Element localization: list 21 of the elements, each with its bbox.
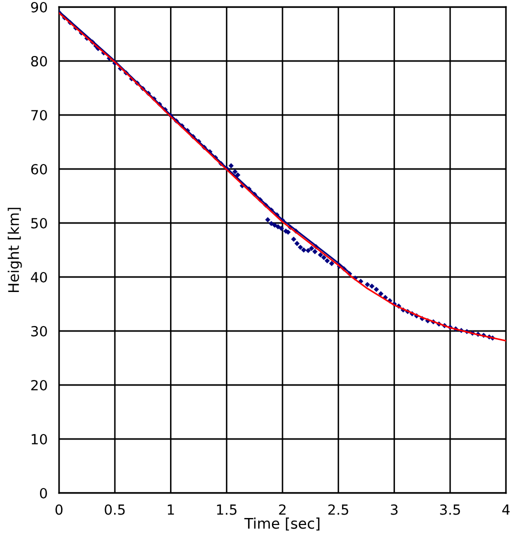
y-tick-label: 60 bbox=[31, 164, 47, 174]
x-tick-label: 2.5 bbox=[328, 504, 348, 515]
x-tick-label: 0.5 bbox=[104, 504, 125, 515]
y-tick-label: 90 bbox=[31, 2, 47, 12]
y-tick-label: 80 bbox=[31, 56, 47, 66]
x-tick-label: 0 bbox=[55, 504, 62, 515]
x-tick-label: 1 bbox=[168, 504, 174, 515]
y-axis-title: Height [km] bbox=[8, 208, 22, 292]
x-tick-label: 2 bbox=[279, 504, 286, 515]
x-tick-label: 3.5 bbox=[440, 504, 460, 515]
x-tick-label: 3 bbox=[390, 504, 398, 515]
y-tick-label: 10 bbox=[32, 434, 47, 444]
x-axis-title: Time [sec] bbox=[244, 518, 320, 531]
x-tick-label: 1.5 bbox=[217, 504, 236, 515]
y-tick-label: 70 bbox=[31, 110, 47, 120]
x-tick-label: 4 bbox=[502, 504, 510, 515]
y-tick-label: 30 bbox=[31, 326, 47, 336]
y-tick-label: 50 bbox=[31, 218, 47, 228]
y-tick-label: 20 bbox=[31, 380, 47, 390]
y-tick-label: 0 bbox=[40, 488, 47, 498]
y-tick-label: 40 bbox=[30, 272, 47, 282]
